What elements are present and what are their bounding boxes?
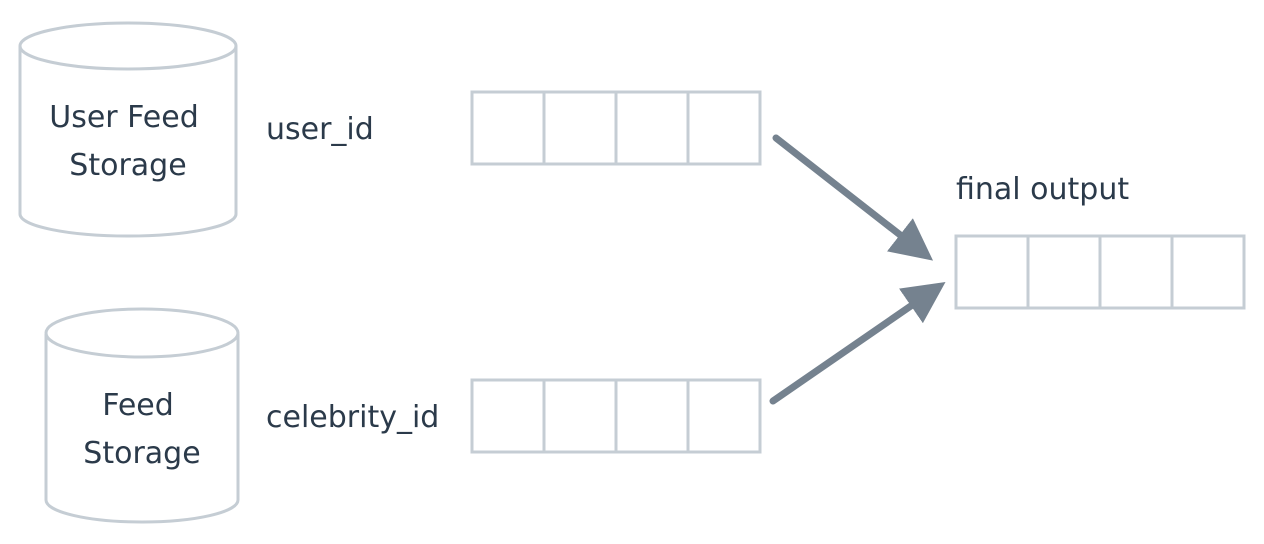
final-output-array-cell [1098, 234, 1174, 310]
celebrity-id-array-cell [686, 378, 762, 454]
arrow-celebrity-to-output [769, 282, 946, 405]
celebrity-id-array-cell [470, 378, 546, 454]
feed-storage-label-line1: Feed [102, 388, 174, 423]
final-output-array [954, 234, 1246, 310]
user-id-array-cell [470, 90, 546, 166]
final-output-array-cell [1026, 234, 1102, 310]
feed-storage-label-line2: Storage [83, 436, 200, 471]
user-id-array [470, 90, 762, 166]
user-feed-storage-cylinder: User Feed Storage [18, 21, 238, 238]
final-output-label: final output [956, 172, 1129, 207]
celebrity-id-array-cell [614, 378, 690, 454]
arrow-user-to-output [772, 134, 934, 261]
user-id-array-cell [686, 90, 762, 166]
celebrity-id-array-cell [542, 378, 618, 454]
celebrity-id-array [470, 378, 762, 454]
final-output-array-cell [954, 234, 1030, 310]
celebrity-id-label: celebrity_id [266, 400, 439, 435]
user-id-array-cell [614, 90, 690, 166]
final-output-array-cell [1170, 234, 1246, 310]
user-feed-storage-label-line2: Storage [69, 148, 186, 183]
feed-storage-cylinder: Feed Storage [44, 307, 240, 524]
user-id-array-cell [542, 90, 618, 166]
user-feed-storage-label-line1: User Feed [49, 100, 199, 135]
user-id-label: user_id [266, 112, 374, 147]
